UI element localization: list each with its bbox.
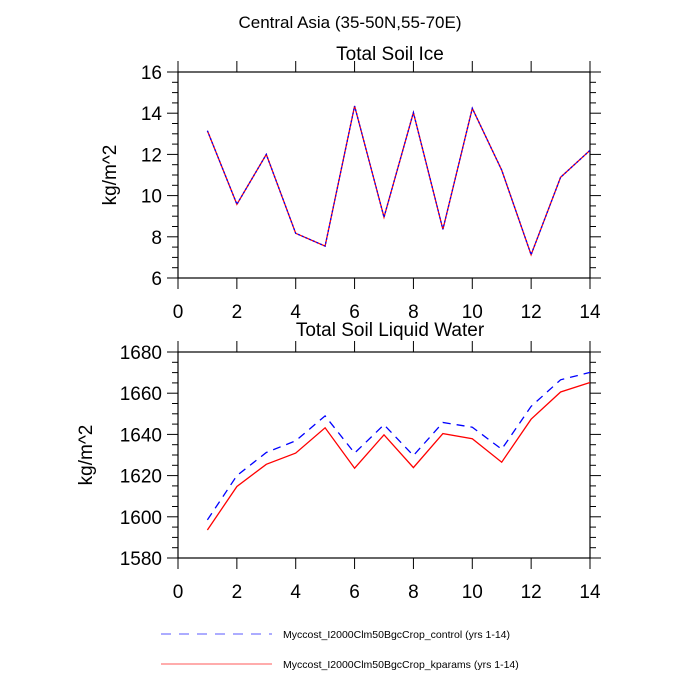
panel-title: Total Soil Liquid Water xyxy=(296,320,485,341)
x-tick-label: 8 xyxy=(408,302,419,323)
x-tick-label: 10 xyxy=(462,302,483,323)
y-tick-label: 1600 xyxy=(120,508,162,529)
x-tick-label: 0 xyxy=(173,582,184,603)
x-tick-label: 12 xyxy=(521,302,542,323)
x-tick-label: 2 xyxy=(232,302,243,323)
x-tick-label: 6 xyxy=(349,302,360,323)
y-tick-label: 16 xyxy=(141,63,162,84)
y-tick-label: 1580 xyxy=(120,549,162,570)
y-tick-label: 1660 xyxy=(120,384,162,405)
y-tick-label: 1620 xyxy=(120,467,162,488)
x-tick-label: 14 xyxy=(579,302,601,323)
panel-total-soil-liquid-water: Total Soil Liquid Water 0 2 4 6 8 10 12 14 1580 16… xyxy=(76,320,601,603)
y-tick-label: 1640 xyxy=(120,425,162,446)
x-tick-label: 4 xyxy=(290,582,301,603)
x-tick-label: 0 xyxy=(173,302,184,323)
legend-label: Myccost_I2000Clm50BgcCrop_control (yrs 1… xyxy=(283,629,510,641)
x-tick-label: 2 xyxy=(232,582,243,603)
panel-title: Total Soil Ice xyxy=(336,44,444,65)
x-tick-label: 4 xyxy=(290,302,301,323)
y-tick-label: 14 xyxy=(141,104,163,125)
series-line-kparams xyxy=(206,381,591,531)
series-line-kparams xyxy=(206,105,591,257)
x-tick-label: 14 xyxy=(579,582,601,603)
y-tick-label: 10 xyxy=(141,187,162,208)
figure-suptitle: Central Asia (35-50N,55-70E) xyxy=(238,13,461,32)
y-tick-label: 8 xyxy=(151,228,162,249)
x-tick-label: 12 xyxy=(521,582,542,603)
series-line-control xyxy=(206,105,591,257)
x-tick-label: 6 xyxy=(349,582,360,603)
legend-label: Myccost_I2000Clm50BgcCrop_kparams (yrs 1… xyxy=(283,659,519,671)
x-tick-label: 8 xyxy=(408,582,419,603)
y-axis-label: kg/m^2 xyxy=(100,145,121,206)
y-tick-label: 1680 xyxy=(120,343,162,364)
x-tick-label: 10 xyxy=(462,582,483,603)
panel-total-soil-ice: Total Soil Ice 0 2 4 6 8 10 12 14 6 8 10 12 14 16 kg/m^… xyxy=(100,44,601,323)
y-tick-label: 12 xyxy=(141,145,162,166)
plot-frame xyxy=(177,351,591,559)
y-axis-label: kg/m^2 xyxy=(76,425,97,486)
y-tick-label: 6 xyxy=(151,269,162,290)
series-line-control xyxy=(206,371,591,521)
legend: Myccost_I2000Clm50BgcCrop_control (yrs 1… xyxy=(161,629,519,671)
